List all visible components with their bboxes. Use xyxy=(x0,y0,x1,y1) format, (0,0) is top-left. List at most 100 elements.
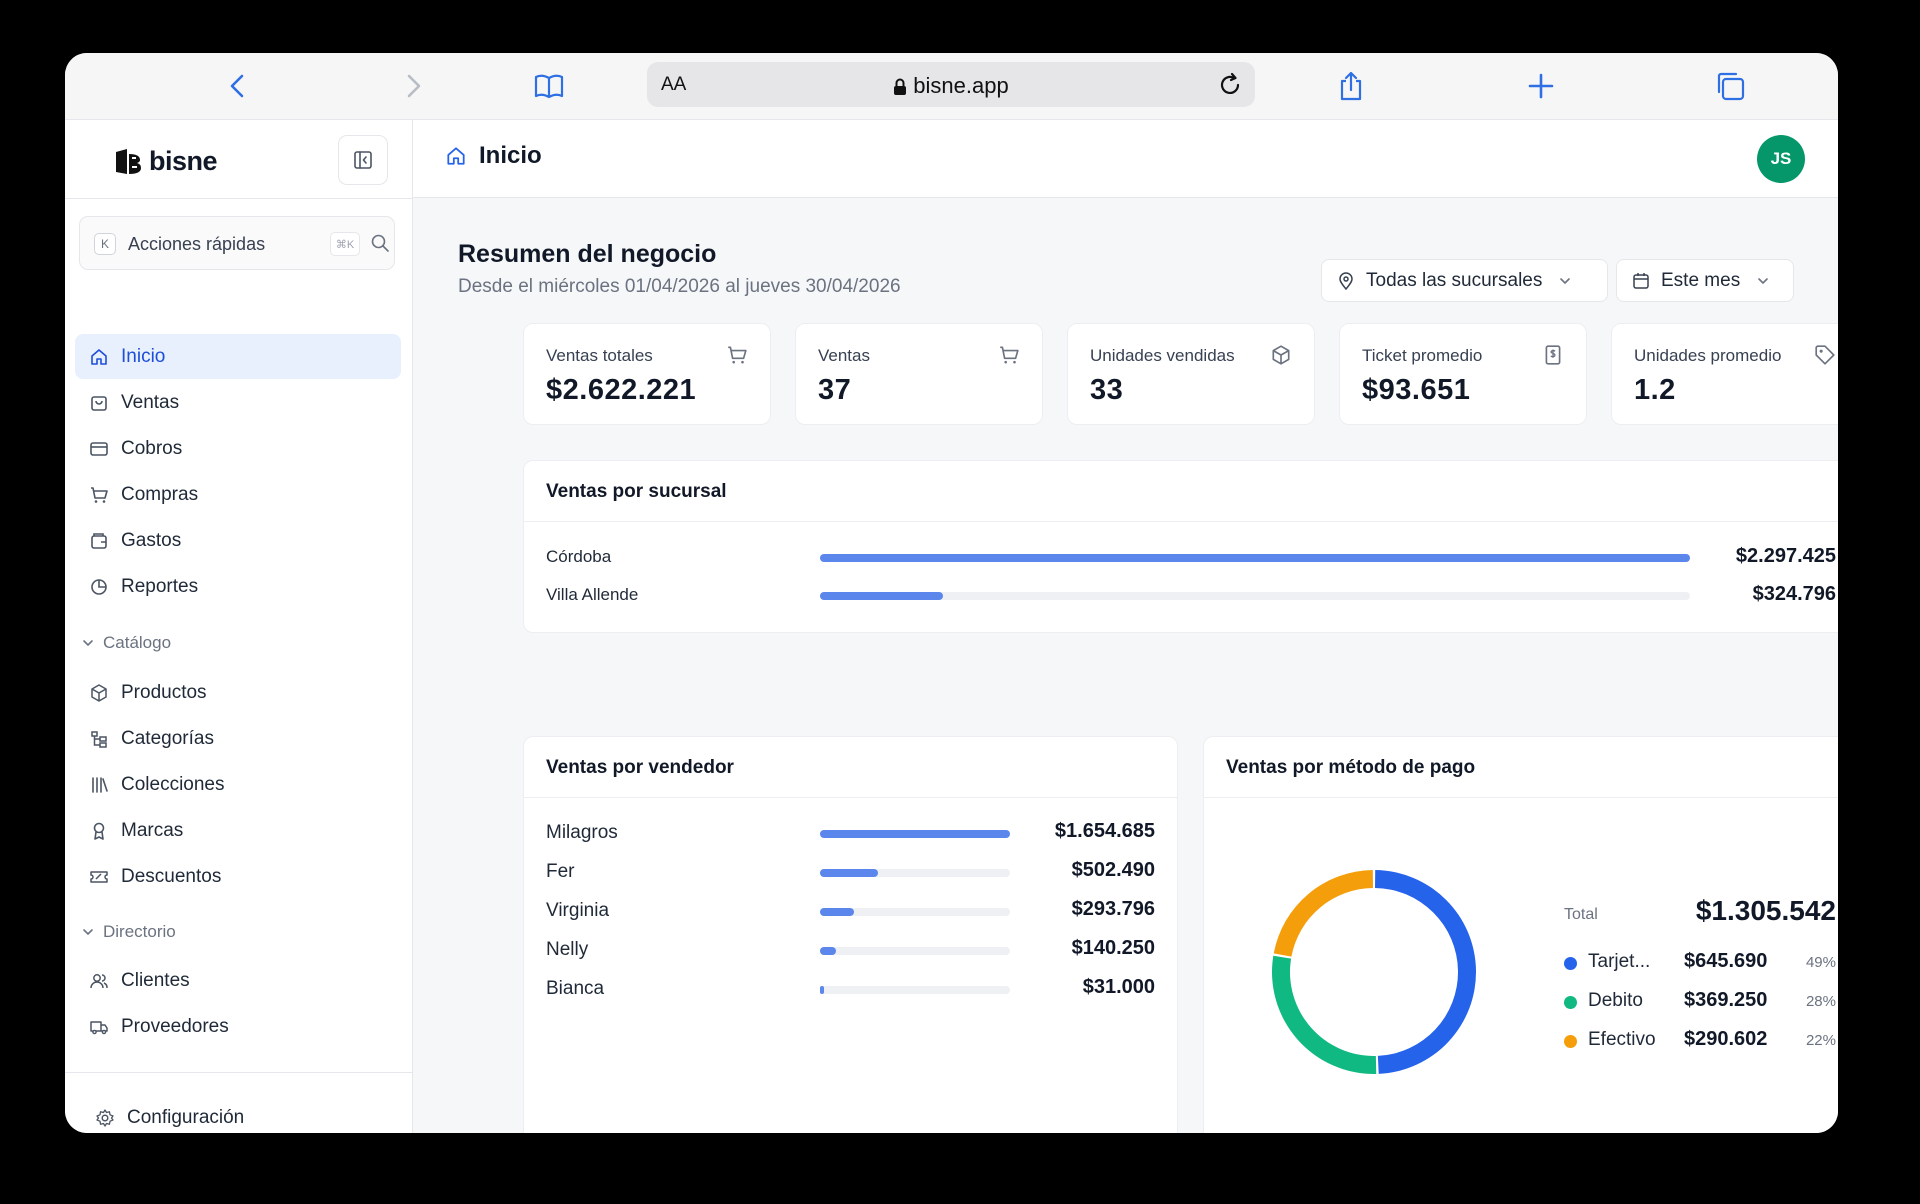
legend-percent: 49% xyxy=(1805,954,1836,971)
bar-row: Milagros $1.654.685 xyxy=(546,818,1155,848)
box-icon xyxy=(91,683,107,702)
logo-icon xyxy=(116,148,141,174)
tabs-overview-icon[interactable] xyxy=(1712,68,1748,104)
cart-icon xyxy=(728,346,747,364)
kpi-value: 1.2 xyxy=(1634,374,1676,406)
sales-by-branch-card: Ventas por sucursal Córdoba $2.297.425 Vil… xyxy=(523,460,1838,633)
legend-label: Debito xyxy=(1588,990,1643,1011)
sidebar-item-productos[interactable]: Productos xyxy=(75,670,401,715)
bar-label: Milagros xyxy=(546,822,618,843)
kpi-label: Ticket promedio xyxy=(1362,346,1483,365)
chevron-down-icon xyxy=(1758,277,1769,284)
lock-icon xyxy=(894,78,907,95)
share-icon[interactable] xyxy=(1333,68,1369,104)
legend-value: $290.602 xyxy=(1684,1028,1768,1050)
legend-item: Efectivo $290.602 22% xyxy=(1564,1027,1836,1055)
page-header: Inicio JS xyxy=(413,120,1838,198)
sidebar-item-descuentos[interactable]: Descuentos xyxy=(75,854,401,899)
legend-item: Tarjet... $645.690 49% xyxy=(1564,949,1836,977)
avatar[interactable]: JS xyxy=(1757,135,1805,183)
brand-name: bisne xyxy=(149,146,218,176)
sidebar-item-marcas[interactable]: Marcas xyxy=(75,808,401,853)
legend-percent: 28% xyxy=(1805,993,1836,1010)
kpi-card-ticket-promedio: Ticket promedio $93.651 xyxy=(1339,323,1587,425)
ticket-icon xyxy=(90,870,108,883)
quick-actions-shortcut: ⌘K xyxy=(330,232,360,256)
period-filter-select[interactable]: Este mes xyxy=(1616,259,1794,302)
kpi-label: Ventas totales xyxy=(546,346,653,365)
bar-track xyxy=(820,592,1690,600)
bag-icon xyxy=(91,395,107,411)
home-icon xyxy=(447,147,465,165)
sidebar-item-label: Configuración xyxy=(127,1106,245,1128)
sidebar-item-label: Proveedores xyxy=(121,1015,229,1037)
chevron-down-icon xyxy=(1560,277,1571,284)
card-icon xyxy=(90,441,108,456)
legend-dot xyxy=(1564,996,1577,1009)
page-title: Inicio xyxy=(445,142,542,170)
brand-logo[interactable]: bisne xyxy=(113,146,218,177)
sidebar-item-colecciones[interactable]: Colecciones xyxy=(75,762,401,807)
sidebar-item-label: Compras xyxy=(121,483,199,505)
card-divider xyxy=(524,521,1838,522)
bar-label: Fer xyxy=(546,861,575,882)
sidebar-item-clientes[interactable]: Clientes xyxy=(75,958,401,1003)
branch-filter-select[interactable]: Todas las sucursales xyxy=(1321,259,1608,302)
bar-value: $2.297.425 xyxy=(1735,545,1836,567)
payment-total-label: Total xyxy=(1564,906,1598,923)
sidebar-item-proveedores[interactable]: Proveedores xyxy=(75,1004,401,1049)
address-bar[interactable]: AA bisne.app xyxy=(647,62,1255,107)
sidebar-item-cobros[interactable]: Cobros xyxy=(75,426,401,471)
legend-dot xyxy=(1564,957,1577,970)
box-icon xyxy=(1272,345,1290,365)
card-divider xyxy=(1204,797,1838,798)
sidebar-section-catalogo[interactable]: Catálogo xyxy=(81,633,171,653)
url-text: bisne.app xyxy=(913,73,1009,98)
section-title: Catálogo xyxy=(103,633,172,652)
card-title: Ventas por sucursal xyxy=(546,481,727,502)
main-content: Resumen del negocio Desde el miércoles 0… xyxy=(413,198,1838,1133)
collapse-sidebar-button[interactable] xyxy=(338,135,388,185)
sidebar-item-gastos[interactable]: Gastos xyxy=(75,518,401,563)
bookmarks-icon[interactable] xyxy=(531,68,567,104)
donut-slice xyxy=(1272,955,1377,1074)
browser-window: AA bisne.app bisne K Accio xyxy=(65,53,1838,1133)
bar-row: Nelly $140.250 xyxy=(546,935,1155,965)
donut-slice xyxy=(1375,870,1477,1074)
bar-value: $502.490 xyxy=(1071,859,1155,881)
kpi-value: $2.622.221 xyxy=(546,374,697,406)
sidebar-item-configuracion[interactable]: Configuración xyxy=(81,1095,407,1133)
sidebar-item-label: Descuentos xyxy=(121,865,222,887)
kpi-card-unidades-vendidas: Unidades vendidas 33 xyxy=(1067,323,1315,425)
bar-fill xyxy=(820,592,943,600)
back-icon[interactable] xyxy=(220,68,256,104)
reload-icon[interactable] xyxy=(1213,68,1247,102)
sidebar-item-categorias[interactable]: Categorías xyxy=(75,716,401,761)
cart-icon xyxy=(1000,346,1019,364)
payment-total-value: $1.305.542 xyxy=(1695,895,1836,926)
sidebar-item-reportes[interactable]: Reportes xyxy=(75,564,401,609)
sidebar-bottom-divider xyxy=(65,1072,412,1073)
sidebar-item-inicio[interactable]: Inicio xyxy=(75,334,401,379)
url-field[interactable]: bisne.app xyxy=(647,73,1255,99)
sidebar-section-directorio[interactable]: Directorio xyxy=(81,922,176,942)
sidebar-item-compras[interactable]: Compras xyxy=(75,472,401,517)
forward-icon[interactable] xyxy=(395,68,431,104)
quick-actions-button[interactable]: K Acciones rápidas ⌘K xyxy=(79,216,395,270)
sales-by-seller-card: Ventas por vendedor Milagros $1.654.685 Fe… xyxy=(523,736,1178,1133)
legend-item: Debito $369.250 28% xyxy=(1564,988,1836,1016)
sidebar-item-label: Colecciones xyxy=(121,773,225,795)
kpi-card-ventas: Ventas 37 xyxy=(795,323,1043,425)
sidebar-item-label: Clientes xyxy=(121,969,190,991)
award-icon xyxy=(93,822,105,840)
kpi-card-ventas-totales: Ventas totales $2.622.221 xyxy=(523,323,771,425)
summary-date-range: Desde el miércoles 01/04/2026 al jueves … xyxy=(458,276,901,297)
sidebar-item-ventas[interactable]: Ventas xyxy=(75,380,401,425)
chevron-down-icon xyxy=(83,929,93,936)
new-tab-icon[interactable] xyxy=(1523,68,1559,104)
kpi-card-unidades-promedio: Unidades promedio 1.2 xyxy=(1611,323,1838,425)
kpi-value: 37 xyxy=(818,374,852,406)
card-divider xyxy=(524,797,1177,798)
reader-mode-button[interactable]: AA xyxy=(661,74,687,95)
bar-value: $293.796 xyxy=(1071,898,1155,920)
